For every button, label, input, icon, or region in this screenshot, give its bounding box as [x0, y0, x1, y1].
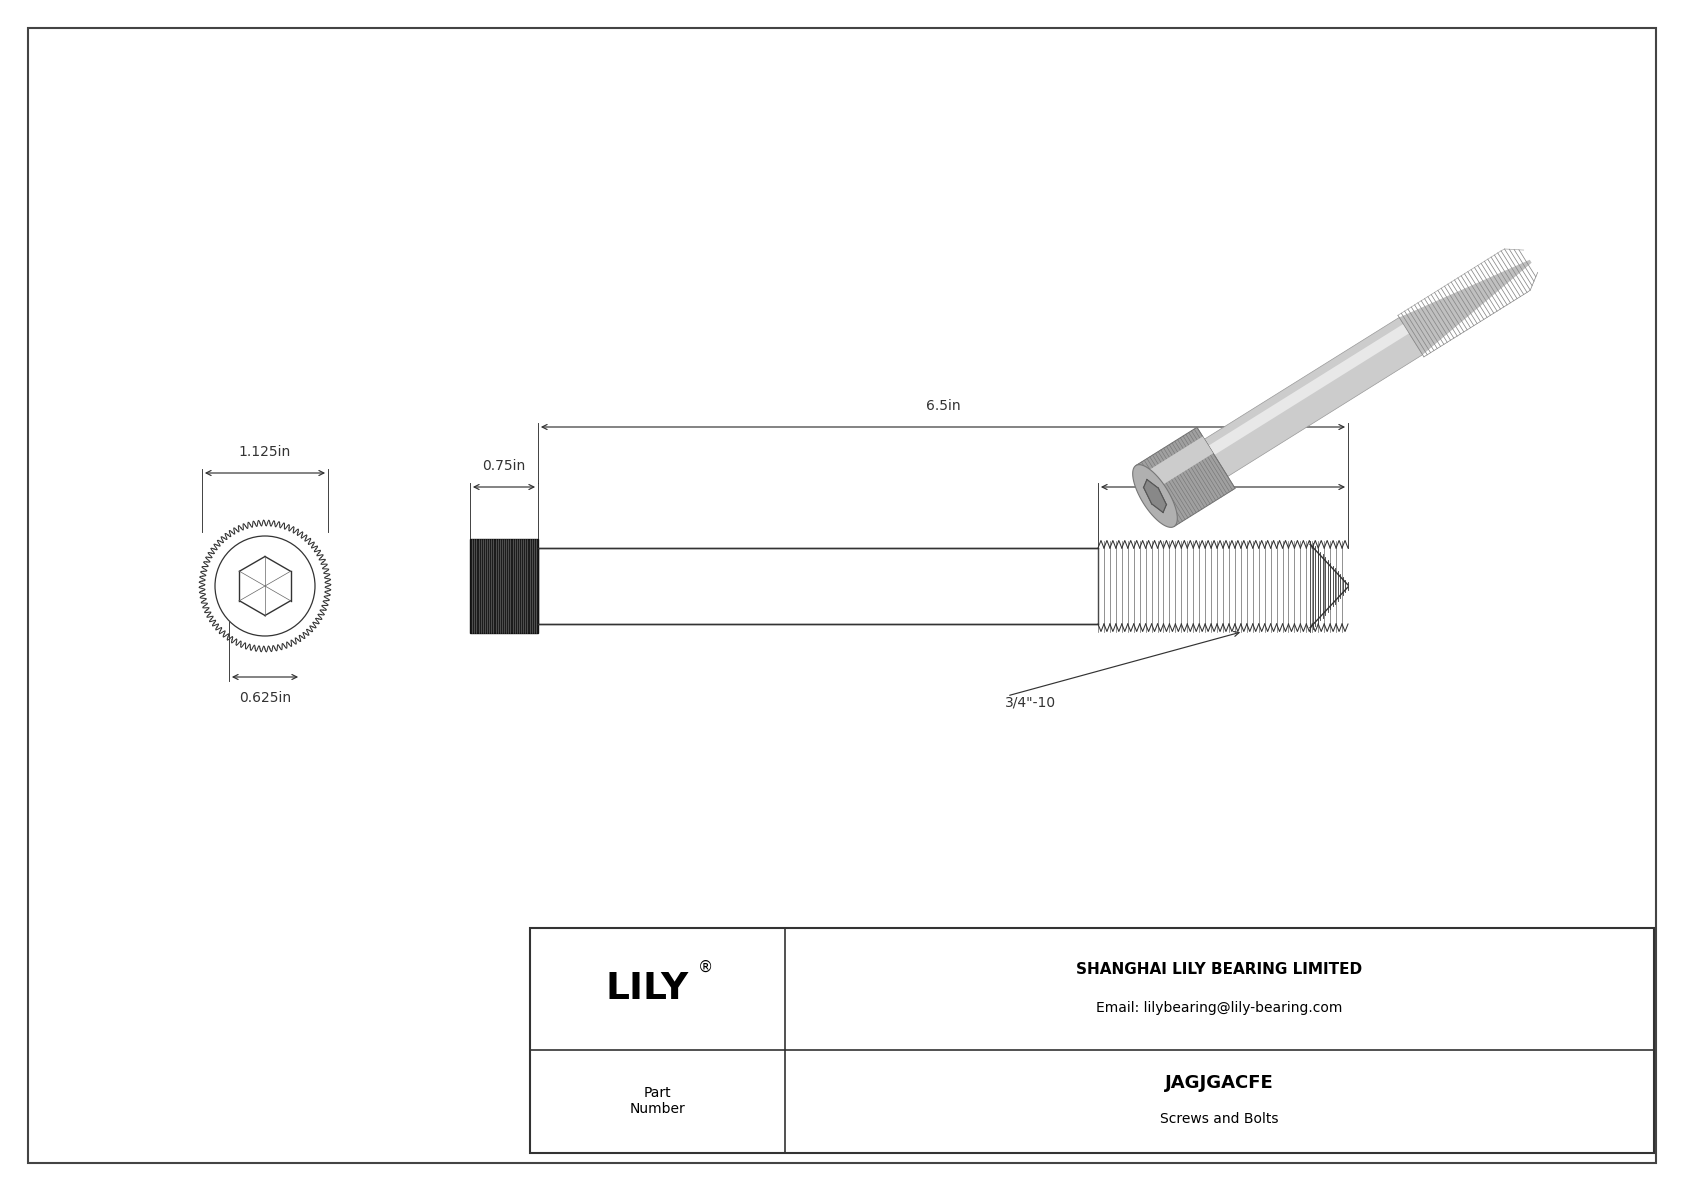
- Polygon shape: [1399, 260, 1532, 355]
- Polygon shape: [1204, 318, 1423, 476]
- Bar: [530, 928, 1654, 1153]
- Text: JAGJGACFE: JAGJGACFE: [1165, 1074, 1273, 1092]
- Text: 0.75in: 0.75in: [482, 459, 525, 473]
- Polygon shape: [1137, 428, 1234, 526]
- Polygon shape: [1143, 480, 1167, 512]
- Bar: [537, 548, 1098, 624]
- Text: SHANGHAI LILY BEARING LIMITED: SHANGHAI LILY BEARING LIMITED: [1076, 962, 1362, 978]
- Text: Email: lilybearing@lily-bearing.com: Email: lilybearing@lily-bearing.com: [1096, 1000, 1342, 1015]
- Text: 0.625in: 0.625in: [239, 691, 291, 705]
- Text: 1.125in: 1.125in: [239, 445, 291, 459]
- Text: Part
Number: Part Number: [630, 1086, 685, 1116]
- Text: 3/4"-10: 3/4"-10: [1005, 696, 1056, 710]
- Text: 6.5in: 6.5in: [926, 399, 960, 413]
- Polygon shape: [1142, 436, 1212, 492]
- Bar: [470, 540, 537, 632]
- Polygon shape: [1133, 464, 1177, 528]
- Text: ®: ®: [697, 960, 712, 975]
- Polygon shape: [1209, 324, 1410, 455]
- Text: 2in: 2in: [1212, 459, 1234, 473]
- Text: Screws and Bolts: Screws and Bolts: [1160, 1112, 1278, 1127]
- Text: LILY: LILY: [606, 971, 689, 1006]
